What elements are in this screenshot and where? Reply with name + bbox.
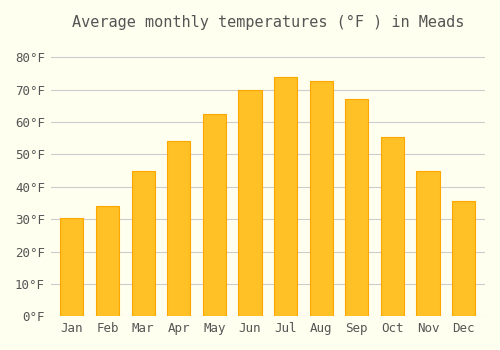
Bar (381, 136, 404, 316)
Title: Average monthly temperatures (°F ) in Meads: Average monthly temperatures (°F ) in Me… (72, 15, 464, 30)
Bar (416, 170, 440, 316)
Bar (203, 114, 226, 316)
Bar (132, 170, 154, 316)
Bar (310, 82, 333, 316)
Bar (238, 90, 262, 316)
Bar (274, 77, 297, 316)
Bar (452, 201, 475, 316)
Bar (345, 99, 368, 316)
Bar (60, 218, 84, 316)
Bar (96, 206, 119, 316)
Bar (167, 141, 190, 316)
